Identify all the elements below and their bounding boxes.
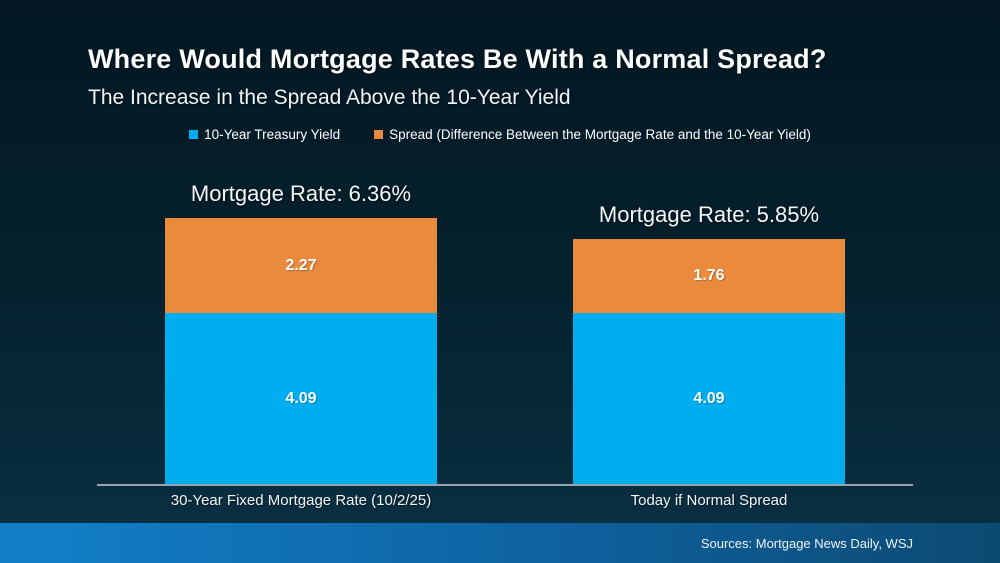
legend-item-treasury: 10-Year Treasury Yield (189, 127, 340, 142)
stacked-bar-normal-spread: 1.76 4.09 (573, 239, 845, 484)
value-label-spread-current: 2.27 (285, 256, 317, 274)
footer-bar: Sources: Mortgage News Daily, WSJ (0, 523, 1000, 563)
bar-segment-spread-current: 2.27 (165, 218, 437, 314)
chart-title: Where Would Mortgage Rates Be With a Nor… (88, 44, 827, 74)
bar-segment-treasury-current: 4.09 (165, 313, 437, 484)
bar-group-current: Mortgage Rate: 6.36% 2.27 4.09 (97, 160, 505, 484)
bar-group-normal-spread: Mortgage Rate: 5.85% 1.76 4.09 (505, 160, 913, 484)
legend-square-blue-icon (189, 130, 199, 139)
x-axis-label-current: 30-Year Fixed Mortgage Rate (10/2/25) (170, 492, 432, 509)
value-label-treasury-current: 4.09 (285, 389, 317, 407)
legend-label-treasury: 10-Year Treasury Yield (204, 127, 341, 142)
x-axis-label-normal-spread: Today if Normal Spread (630, 492, 788, 509)
legend-square-orange-icon (374, 130, 384, 139)
legend: 10-Year Treasury Yield Spread (Differenc… (0, 127, 1000, 142)
legend-item-spread: Spread (Difference Between the Mortgage … (374, 127, 811, 142)
stacked-bar-current: 2.27 4.09 (165, 218, 437, 484)
chart-subtitle: The Increase in the Spread Above the 10-… (88, 86, 571, 109)
total-label-normal-spread: Mortgage Rate: 5.85% (598, 202, 820, 228)
bar-segment-treasury-normal: 4.09 (573, 313, 845, 484)
source-attribution: Sources: Mortgage News Daily, WSJ (700, 535, 913, 551)
bar-chart-plot-area: Mortgage Rate: 6.36% 2.27 4.09 Mortgage … (97, 160, 913, 486)
value-label-treasury-normal: 4.09 (693, 389, 725, 407)
x-axis-labels: 30-Year Fixed Mortgage Rate (10/2/25) To… (97, 492, 913, 509)
header: Where Would Mortgage Rates Be With a Nor… (88, 44, 960, 110)
legend-label-spread: Spread (Difference Between the Mortgage … (389, 127, 811, 142)
value-label-spread-normal: 1.76 (693, 267, 725, 285)
total-label-current: Mortgage Rate: 6.36% (190, 181, 412, 207)
bar-segment-spread-normal: 1.76 (573, 239, 845, 314)
